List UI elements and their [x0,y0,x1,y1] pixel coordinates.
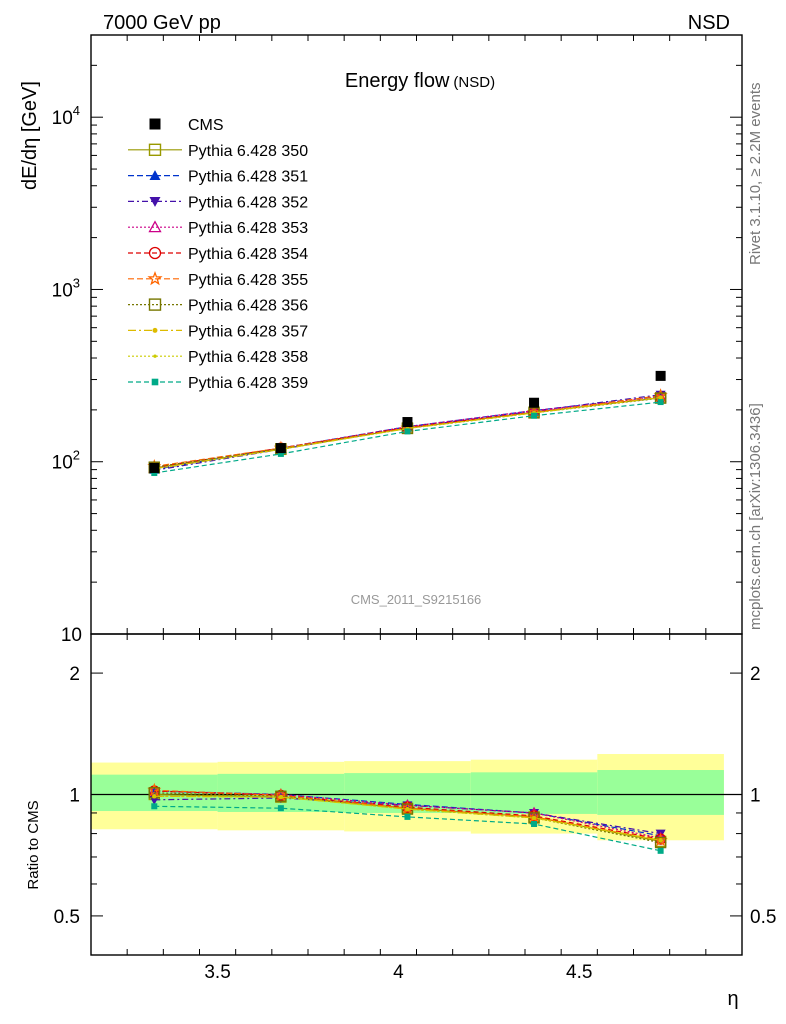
ratio-series-356-point [654,836,667,849]
ratio-xtick-label: 3.5 [204,962,230,983]
legend-marker [149,170,161,180]
main-title: Energy flow (NSD) [345,70,495,92]
legend-label: CMS [188,117,224,134]
main-ytick-label: 10 [61,625,82,646]
ratio-series-358-point [532,816,536,820]
ratio-series-358-point [152,794,156,798]
legend-marker [148,246,162,260]
main-series-359-point [151,470,158,477]
main-series-cms-point [529,397,540,408]
legend-marker [147,270,163,286]
ratio-ytick-label-right: 1 [750,786,761,807]
ratio-series-358-point [405,807,409,811]
main-ytick-label: 102 [52,448,80,474]
ratio-panel: 0.5 0.5 1 1 2 2 3.5 4 4.5 [54,633,776,983]
main-series-358-point [659,395,663,399]
mcplots-label: mcplots.cern.ch [arXiv:1306.3436] [747,403,764,630]
ratio-series-359-point [404,813,411,820]
main-title-sub: (NSD) [453,74,495,91]
legend-label: Pythia 6.428 358 [188,349,308,366]
legend-marker [148,220,162,233]
ratio-xtick-label: 4 [393,962,404,983]
main-series-cms-point [149,462,160,473]
ratio-series-359-point [531,821,538,828]
main-ytick-label: 104 [52,103,80,129]
ratio-series-359-point [151,803,158,810]
legend-marker [149,118,161,130]
rivet-label: Rivet 3.1.10, ≥ 2.2M events [747,83,764,266]
legend-marker [148,298,162,311]
ratio-series-356-point [275,790,287,802]
ratio-band-inner [597,770,724,815]
main-series-359-line [154,401,661,474]
main-ylabel: dE/dη [GeV] [19,81,41,190]
ratio-series-355-point [147,782,162,797]
ratio-series-359-point [277,805,284,812]
main-series-359-point [277,450,284,457]
legend-label: Pythia 6.428 359 [188,375,308,392]
legend-label: Pythia 6.428 350 [188,143,308,160]
ratio-ytick-label-left: 1 [69,786,80,807]
ratio-ytick-label-left: 2 [69,664,80,685]
ratio-series-359-point [657,847,664,854]
legend-marker [149,197,161,207]
ratio-series-359-line [154,805,661,852]
legend-label: Pythia 6.428 356 [188,298,308,315]
main-series-359-point [404,428,411,435]
analysis-watermark: CMS_2011_S9215166 [351,592,482,607]
legend-label: Pythia 6.428 352 [188,194,308,211]
ratio-xlabel: η [727,988,738,1010]
ratio-series-358-point [659,838,663,842]
legend-marker [153,354,157,358]
main-series-359-point [531,412,538,419]
legend-label: Pythia 6.428 355 [188,272,308,289]
ratio-ytick-label-left: 0.5 [54,907,80,928]
main-title-text: Energy flow [345,70,450,92]
legend-marker [148,143,162,157]
ratio-series-358-point [279,795,283,799]
main-panel: 10 102 103 104 [52,34,743,646]
legend-label: Pythia 6.428 354 [188,246,308,263]
header-left: 7000 GeV pp [103,12,221,34]
legend-label: Pythia 6.428 357 [188,323,308,340]
header-right: NSD [688,12,730,34]
main-series-cms-point [402,417,413,428]
main-ytick-label: 103 [52,275,80,301]
legend-marker [151,378,159,386]
main-series-cms-point [655,370,666,381]
ratio-ytick-label-right: 2 [750,664,761,685]
main-series-359-point [657,399,664,406]
main-series-cms-point [275,443,286,454]
legend: CMS Pythia 6.428 350 Pythia 6.428 351 Pythi… [128,117,308,392]
legend-label: Pythia 6.428 351 [188,169,308,186]
ratio-ylabel: Ratio to CMS [25,800,42,889]
ratio-xtick-label: 4.5 [566,962,592,983]
legend-label: Pythia 6.428 353 [188,220,308,237]
legend-marker [152,327,158,333]
ratio-ytick-label-right: 0.5 [750,907,776,928]
